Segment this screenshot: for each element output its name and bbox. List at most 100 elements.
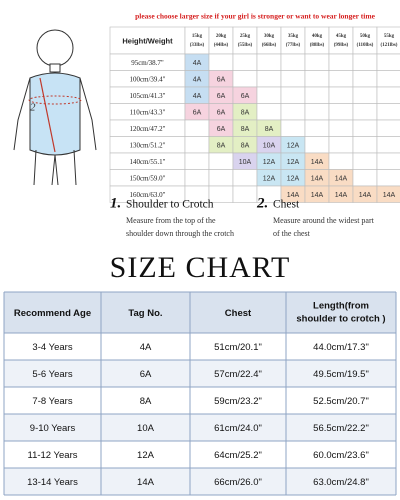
size-cell [352,86,378,104]
weight-label: (44lbs) [214,43,229,48]
measure-title: Chest [273,199,300,211]
size-cell [304,103,330,121]
size-label: 14A [335,192,348,199]
weight-label: 35kg [288,34,299,39]
header-label: Length(from [313,301,369,312]
weight-label: 15kg [192,34,203,39]
size-cell [376,70,400,88]
cell-text: 61cm/24.0" [214,423,262,434]
size-label: 8A [241,110,250,117]
size-label: 14A [311,192,324,199]
cell-text: 11-12 Years [27,450,77,461]
size-cell [328,103,354,121]
height-label: 105cm/41.3" [129,92,165,100]
size-label: 10A [239,159,252,166]
cell-text: 4A [140,342,152,353]
header-label: Tag No. [128,308,162,319]
size-cell [256,53,282,71]
size-cell [184,136,210,154]
weight-label: 45kg [336,34,347,39]
size-cell [208,169,234,187]
size-label: 4A [193,60,202,67]
measure-title: Shoulder to Crotch [126,199,214,211]
cell-text: 12A [137,450,155,461]
size-cell [232,70,258,88]
height-label: 160cm/63.0" [129,191,165,199]
table-row [4,414,396,441]
measure-text: Measure from the top of the [126,216,216,225]
weight-label: (77lbs) [286,43,301,48]
svg-text:2: 2 [30,102,36,114]
size-cell [376,169,400,187]
size-cell [352,103,378,121]
weight-header [376,26,400,55]
cell-text: 63.0cm/24.8" [313,477,369,488]
cell-text: 6A [140,369,152,380]
size-cell [304,70,330,88]
size-cell [376,119,400,137]
size-cell [376,185,400,203]
height-label: 120cm/47.2" [129,125,165,133]
size-label: 6A [217,126,226,133]
weight-label: (33lbs) [190,43,205,48]
weight-header [232,26,258,55]
size-label: 14A [287,192,300,199]
cell-text: 10A [137,423,155,434]
size-label: 6A [241,93,250,100]
size-cell [328,152,354,170]
size-cell [232,185,258,203]
size-cell [208,152,234,170]
cell-text: 51cm/20.1" [214,342,262,353]
size-cell [232,53,258,71]
size-cell [328,86,354,104]
size-cell [328,119,354,137]
measure-number: 1. [110,195,121,211]
size-label: 8A [217,143,226,150]
header-label: shoulder to crotch ) [296,314,385,325]
header-label: Recommend Age [14,308,91,319]
size-cell [280,86,306,104]
size-cell [280,119,306,137]
cell-text: 5-6 Years [32,369,72,380]
size-cell [280,70,306,88]
cell-text: 7-8 Years [32,396,72,407]
size-table: Recommend Age Tag No. Chest Length(from shou… [3,291,397,496]
table-row [4,360,396,387]
size-label: 6A [193,110,202,117]
size-label: 6A [217,93,226,100]
measure-text: Measure around the widest part [273,216,375,225]
cell-text: 64cm/25.2" [214,450,262,461]
weight-label: (88lbs) [310,43,325,48]
size-cell [304,136,330,154]
size-label: 14A [335,176,348,183]
measure-number: 2. [256,195,268,211]
weight-header [208,26,234,55]
size-cell [304,86,330,104]
weight-header [352,26,378,55]
measure-text: of the chest [273,229,311,238]
cell-text: 14A [137,477,155,488]
size-cell [184,152,210,170]
corner-cell [109,26,186,55]
size-label: 8A [265,126,274,133]
weight-header [304,26,330,55]
height-label: 110cm/43.3" [130,108,166,116]
cell-text: 52.5cm/20.7" [313,396,369,407]
weight-label: 25kg [240,34,251,39]
weight-label: 30kg [264,34,275,39]
size-label: 12A [287,176,300,183]
cell-text: 9-10 Years [30,423,76,434]
weight-label: 40kg [312,34,323,39]
size-label: 6A [217,110,226,117]
weight-header [328,26,354,55]
size-cell [208,53,234,71]
size-label: 6A [217,77,226,84]
height-label: 95cm/38.7" [131,59,164,67]
size-cell [376,86,400,104]
table-row [4,468,396,495]
size-label: 12A [287,159,300,166]
child-figure: 2 [13,29,97,186]
size-label: 12A [263,176,276,183]
measure-text: shoulder down through the crotch [126,229,234,238]
